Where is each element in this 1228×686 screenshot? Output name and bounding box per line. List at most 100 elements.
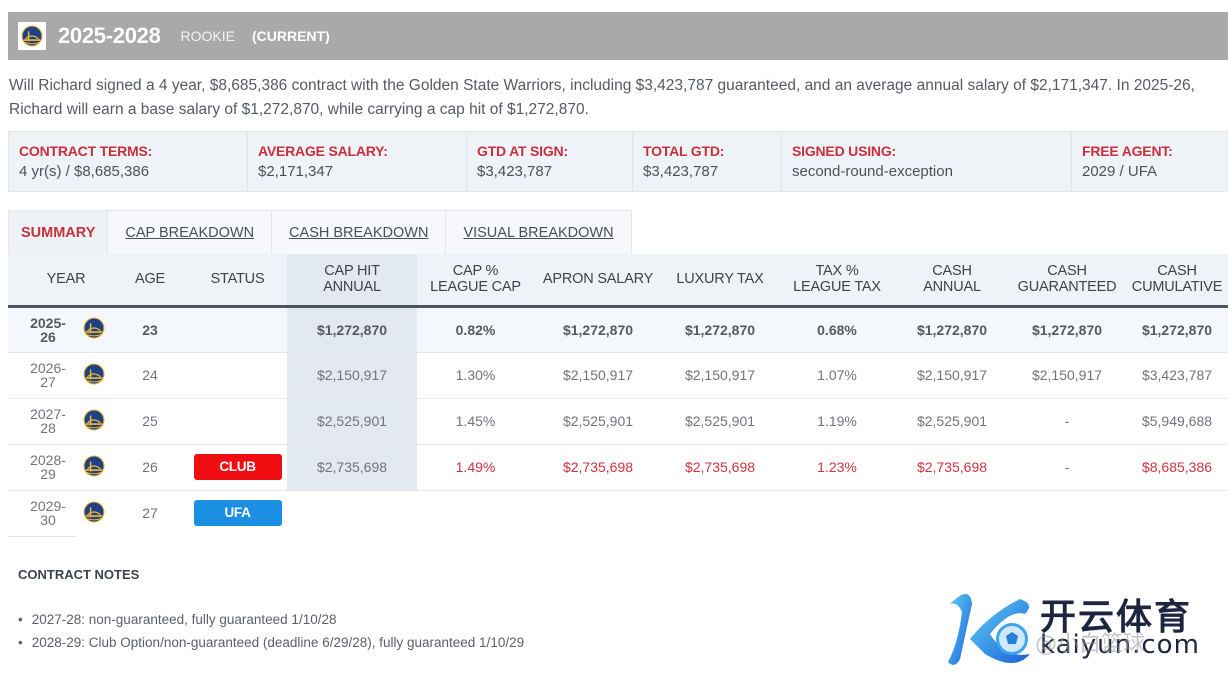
watermark-brand-en: kaiyun.com: [1040, 630, 1200, 660]
year-text: 2027-: [30, 406, 66, 422]
contract-header: 2025-2028 ROOKIE (CURRENT): [8, 12, 1228, 60]
watermark: 开云体育 kaiyun.com @小白篮球: [940, 584, 1225, 674]
year-text: 28: [40, 420, 56, 436]
cap-pct-cell: 1.30%: [417, 352, 534, 399]
col-apron-salary[interactable]: APRON SALARY: [534, 254, 662, 308]
contract-terms: CONTRACT TERMS: 4 yr(s) / $8,685,386 AVE…: [8, 131, 1228, 192]
year-text: 2028-: [30, 452, 66, 468]
empty-cells: [287, 490, 1228, 536]
cash-cumulative-cell: $5,949,688: [1126, 398, 1228, 445]
year-text: 29: [40, 466, 56, 482]
age-cell: 25: [112, 398, 188, 445]
cap-hit-cell: $2,525,901: [287, 398, 417, 445]
col-age[interactable]: AGE: [112, 254, 188, 308]
contract-note: 2028-29: Club Option/non-guaranteed (dea…: [18, 635, 524, 650]
cap-pct-cell: 1.49%: [417, 444, 534, 491]
col-status[interactable]: STATUS: [188, 254, 287, 308]
tab-visual-breakdown[interactable]: VISUAL BREAKDOWN: [446, 211, 630, 255]
col-year[interactable]: YEAR: [8, 254, 112, 308]
col-cash-annual[interactable]: CASH ANNUAL: [896, 254, 1008, 308]
col-cash-guaranteed[interactable]: CASH GUARANTEED: [1008, 254, 1126, 308]
luxury-tax-cell: $2,735,698: [662, 444, 778, 491]
term-value: $3,423,787: [643, 163, 719, 180]
year-cell: 2026- 27: [8, 352, 76, 399]
warriors-logo-icon: [76, 306, 112, 353]
tab-cap-breakdown[interactable]: CAP BREAKDOWN: [108, 211, 273, 255]
year-text: 26: [40, 328, 56, 345]
col-cap-pct[interactable]: CAP % LEAGUE CAP: [417, 254, 534, 308]
year-text: 2025-: [30, 314, 66, 331]
apron-cell: $2,525,901: [534, 398, 662, 445]
warriors-logo-icon: [76, 490, 112, 536]
tax-pct-cell: 1.19%: [778, 398, 896, 445]
term-label: CONTRACT TERMS:: [19, 143, 153, 159]
status-cell: [188, 306, 287, 353]
term-value: $2,171,347: [258, 163, 334, 180]
table-row: 2029- 30 27 UFA: [8, 490, 1228, 537]
luxury-tax-cell: $2,525,901: [662, 398, 778, 445]
contract-notes-list: 2027-28: non-guaranteed, fully guarantee…: [18, 612, 524, 658]
apron-cell: $2,735,698: [534, 444, 662, 491]
cash-cumulative-cell: $1,272,870: [1126, 306, 1228, 353]
term-average-salary: AVERAGE SALARY: $2,171,347: [248, 132, 467, 191]
cap-pct-cell: 1.45%: [417, 398, 534, 445]
contract-notes-title: CONTRACT NOTES: [18, 567, 140, 582]
tab-label: SUMMARY: [21, 225, 96, 241]
term-signed-using: SIGNED USING: second-round-exception: [782, 132, 1072, 191]
col-cap-hit[interactable]: CAP HIT ANNUAL: [287, 254, 417, 308]
table-header-row: YEAR AGE STATUS CAP HIT ANNUAL CAP % LEAGU…: [8, 254, 1228, 308]
contract-summary: Will Richard signed a 4 year, $8,685,386…: [9, 77, 1195, 118]
luxury-tax-cell: $1,272,870: [662, 306, 778, 353]
tab-label: CASH BREAKDOWN: [289, 225, 429, 241]
apron-cell: $1,272,870: [534, 306, 662, 353]
col-label: TAX %: [815, 263, 859, 280]
age-cell: 24: [112, 352, 188, 399]
contract-note: 2027-28: non-guaranteed, fully guarantee…: [18, 612, 524, 627]
age-cell: 27: [142, 505, 158, 522]
col-label: CAP HIT: [324, 263, 380, 280]
term-value: 4 yr(s) / $8,685,386: [19, 163, 150, 180]
year-text: 2026-: [30, 360, 66, 376]
status-cell: UFA: [188, 490, 287, 536]
table-row: 2027- 28 25 $2,525,901 1.45% $2,525,901 $…: [8, 398, 1228, 445]
col-label: CASH: [1047, 263, 1087, 280]
col-cash-cumulative[interactable]: CASH CUMULATIVE: [1126, 254, 1228, 308]
status-cell: [188, 352, 287, 399]
cash-annual-cell: $1,272,870: [896, 306, 1008, 353]
tax-pct-cell: 0.68%: [778, 306, 896, 353]
col-label: CASH: [1157, 263, 1197, 280]
col-tax-pct[interactable]: TAX % LEAGUE TAX: [778, 254, 896, 308]
contract-years: 2025-2028: [58, 23, 161, 48]
table-row: 2025- 26 23 $1,272,870 0.82% $1,272,870 $…: [8, 306, 1228, 353]
cash-cumulative-cell: $3,423,787: [1126, 352, 1228, 399]
cash-annual-cell: $2,525,901: [896, 398, 1008, 445]
year-cell: 2025- 26: [8, 306, 76, 353]
term-value: $3,423,787: [477, 163, 553, 180]
term-label: SIGNED USING:: [792, 143, 896, 159]
year-cell: 2029- 30: [8, 490, 76, 537]
col-label: CAP %: [452, 263, 499, 280]
col-luxury-tax[interactable]: LUXURY TAX: [662, 254, 778, 308]
cap-hit-cell: $2,735,698: [287, 444, 417, 491]
cap-hit-cell: $2,150,917: [287, 352, 417, 399]
cash-guaranteed-cell: $1,272,870: [1008, 306, 1126, 353]
year-text: 2029-: [30, 498, 66, 514]
col-label: ANNUAL: [323, 279, 381, 296]
year-cell: 2027- 28: [8, 398, 76, 445]
kaiyun-logo-icon: [948, 594, 1030, 665]
ufa-badge: UFA: [193, 500, 282, 527]
term-label: GTD AT SIGN:: [477, 143, 568, 159]
term-value: 2029 / UFA: [1082, 163, 1158, 180]
col-label: LEAGUE TAX: [793, 279, 881, 296]
table-row: 2026- 27 24 $2,150,917 1.30% $2,150,917 $…: [8, 352, 1228, 399]
cash-annual-cell: $2,735,698: [896, 444, 1008, 491]
tax-pct-cell: 1.07%: [778, 352, 896, 399]
tab-label: VISUAL BREAKDOWN: [463, 225, 614, 241]
age-cell: 23: [112, 306, 188, 353]
apron-cell: $2,150,917: [534, 352, 662, 399]
term-gtd-at-sign: GTD AT SIGN: $3,423,787: [467, 132, 633, 191]
tab-summary[interactable]: SUMMARY: [9, 211, 109, 255]
tab-cash-breakdown[interactable]: CASH BREAKDOWN: [272, 211, 447, 255]
term-label: TOTAL GTD:: [643, 143, 725, 159]
cash-guaranteed-cell: -: [1008, 398, 1126, 445]
